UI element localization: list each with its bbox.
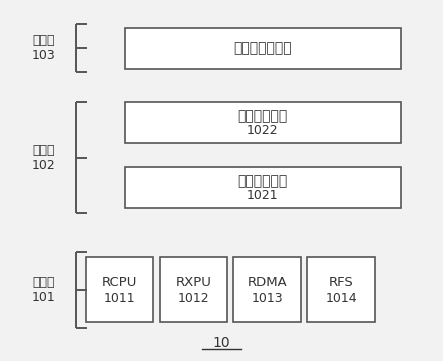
- FancyBboxPatch shape: [125, 167, 401, 208]
- Text: 资源层
101: 资源层 101: [31, 276, 55, 304]
- Text: 1011: 1011: [104, 292, 135, 305]
- Text: 1013: 1013: [251, 292, 283, 305]
- Text: 通信协议集市: 通信协议集市: [237, 109, 288, 123]
- Text: 1021: 1021: [247, 189, 279, 202]
- FancyBboxPatch shape: [159, 257, 227, 322]
- Text: 1014: 1014: [325, 292, 357, 305]
- FancyBboxPatch shape: [125, 102, 401, 143]
- FancyBboxPatch shape: [85, 257, 153, 322]
- Text: 10: 10: [213, 336, 230, 351]
- Text: RXPU: RXPU: [175, 275, 211, 288]
- Text: 服务层
103: 服务层 103: [31, 34, 55, 62]
- FancyBboxPatch shape: [307, 257, 375, 322]
- Text: 框架层
102: 框架层 102: [31, 144, 55, 171]
- FancyBboxPatch shape: [233, 257, 301, 322]
- Text: RFS: RFS: [329, 275, 354, 288]
- Text: 1022: 1022: [247, 123, 279, 136]
- Text: 1012: 1012: [178, 292, 209, 305]
- Text: RCPU: RCPU: [101, 275, 137, 288]
- Text: 边缘计算引擎: 边缘计算引擎: [237, 174, 288, 188]
- Text: RDMA: RDMA: [247, 275, 287, 288]
- Text: 多设备交互服务: 多设备交互服务: [233, 41, 292, 55]
- FancyBboxPatch shape: [125, 28, 401, 69]
